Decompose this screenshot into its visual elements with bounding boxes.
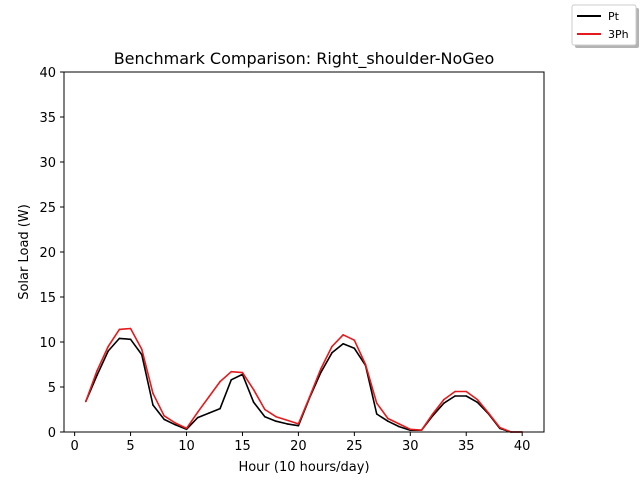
- data-point-pt: [174, 424, 177, 426]
- x-tick-label: 10: [178, 439, 195, 454]
- data-point-3ph: [487, 412, 490, 414]
- y-tick-label: 5: [48, 381, 56, 396]
- x-tick-label: 20: [290, 439, 307, 454]
- data-point-3ph: [319, 368, 322, 370]
- data-point-pt: [118, 337, 121, 340]
- data-point-3ph: [342, 334, 344, 336]
- x-axis-label: Hour (10 hours/day): [238, 460, 369, 475]
- data-point-pt: [375, 413, 378, 415]
- data-point-pt: [275, 420, 277, 423]
- data-point-pt: [152, 404, 154, 406]
- data-point-3ph: [230, 370, 233, 373]
- data-point-3ph: [375, 402, 378, 405]
- series-line-3ph: [85, 327, 523, 433]
- data-point-pt: [219, 407, 221, 410]
- data-point-3ph: [476, 398, 479, 401]
- data-point-pt: [342, 343, 344, 345]
- data-point-3ph: [208, 396, 210, 398]
- data-point-3ph: [275, 415, 277, 418]
- x-tick-label: 5: [126, 439, 134, 454]
- x-tick-label: 30: [402, 439, 419, 454]
- legend: Pt 3Ph: [571, 4, 639, 48]
- data-point-3ph: [331, 345, 333, 348]
- data-point-3ph: [409, 428, 412, 431]
- x-tick-label: 0: [70, 439, 78, 454]
- data-point-pt: [208, 412, 210, 414]
- data-point-pt: [353, 347, 356, 350]
- plot-frame: [63, 71, 545, 433]
- legend-label-pt: Pt: [608, 10, 620, 23]
- axis-ticks: 0 5 10 15 20 25 30 35 40 0 5 10 15 20 25 30 35 40: [39, 66, 530, 454]
- data-point-3ph: [241, 371, 244, 374]
- data-point-3ph: [465, 390, 468, 393]
- data-point-pt: [398, 425, 400, 428]
- data-point-3ph: [107, 345, 109, 348]
- data-point-pt: [140, 353, 143, 356]
- data-point-pt: [319, 371, 322, 374]
- data-point-3ph: [353, 339, 356, 342]
- data-point-3ph: [140, 348, 143, 351]
- data-point-3ph: [85, 400, 87, 403]
- data-point-pt: [129, 338, 132, 341]
- data-point-pt: [252, 401, 255, 404]
- data-point-3ph: [387, 417, 389, 420]
- data-point-3ph: [499, 426, 501, 429]
- data-point-3ph: [297, 423, 300, 425]
- chart-title: Benchmark Comparison: Right_shoulder-NoG…: [114, 49, 495, 69]
- data-point-pt: [331, 352, 333, 354]
- data-point-3ph: [174, 422, 177, 424]
- y-tick-label: 10: [39, 336, 56, 351]
- data-point-pt: [476, 401, 479, 404]
- legend-label-3ph: 3Ph: [608, 28, 629, 41]
- data-point-3ph: [454, 390, 456, 393]
- x-tick-label: 25: [346, 439, 363, 454]
- data-point-pt: [454, 395, 456, 397]
- data-point-3ph: [96, 370, 98, 372]
- data-point-3ph: [219, 380, 221, 383]
- y-axis-label: Solar Load (W): [17, 204, 32, 300]
- data-point-pt: [107, 350, 109, 352]
- y-tick-label: 20: [39, 246, 56, 261]
- data-point-pt: [163, 418, 165, 421]
- x-tick-label: 40: [514, 439, 531, 454]
- y-tick-label: 15: [39, 291, 56, 306]
- data-point-3ph: [118, 328, 121, 331]
- data-point-3ph: [252, 388, 255, 391]
- data-point-pt: [230, 379, 233, 381]
- data-point-3ph: [196, 411, 199, 414]
- y-tick-label: 25: [39, 201, 56, 216]
- data-point-3ph: [398, 423, 400, 425]
- data-point-3ph: [152, 392, 154, 395]
- data-point-pt: [196, 416, 199, 419]
- data-point-3ph: [185, 427, 188, 430]
- data-point-pt: [387, 420, 389, 423]
- data-point-3ph: [431, 413, 434, 415]
- data-point-pt: [465, 395, 468, 397]
- x-tick-label: 15: [234, 439, 251, 454]
- y-tick-label: 30: [39, 156, 56, 171]
- data-point-pt: [286, 423, 289, 425]
- data-point-3ph: [443, 398, 445, 401]
- data-point-3ph: [163, 415, 165, 417]
- data-point-pt: [297, 424, 300, 427]
- data-point-pt: [264, 415, 266, 418]
- y-tick-label: 40: [39, 66, 56, 81]
- data-point-3ph: [129, 327, 132, 330]
- y-tick-label: 0: [48, 426, 56, 441]
- data-point-3ph: [286, 419, 289, 422]
- data-point-3ph: [420, 429, 423, 432]
- data-point-3ph: [364, 363, 367, 366]
- data-point-3ph: [264, 408, 266, 411]
- data-point-pt: [443, 402, 445, 405]
- data-point-3ph: [308, 396, 311, 398]
- x-tick-label: 35: [458, 439, 475, 454]
- y-tick-label: 35: [39, 111, 56, 126]
- data-point-pt: [96, 374, 98, 377]
